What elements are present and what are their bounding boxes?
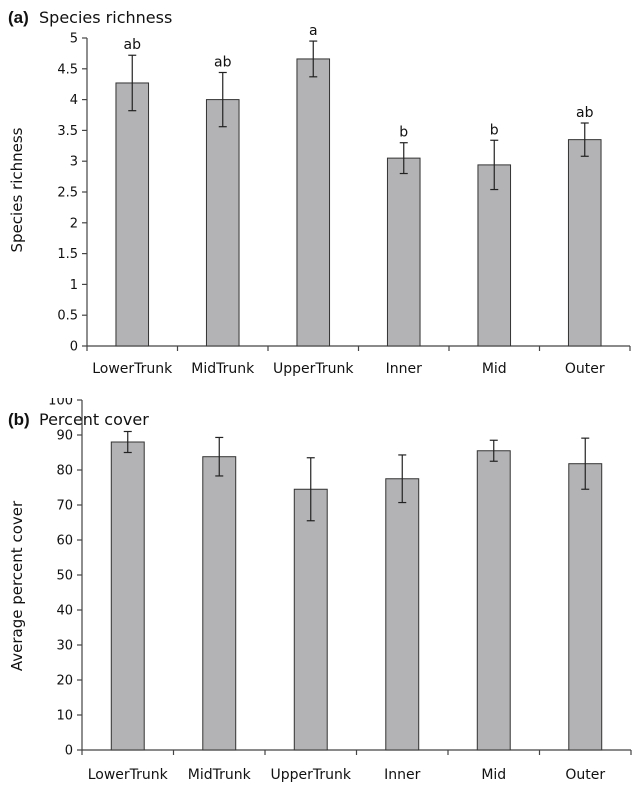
y-tick-label: 0.5 [57,309,78,324]
y-tick-label: 40 [56,604,73,619]
chart-title-b: Percent cover [39,410,149,429]
y-tick-label: 4 [70,93,78,108]
y-tick-label: 1 [70,278,78,293]
x-category-label: Inner [386,361,422,377]
bar-inner [385,478,420,751]
y-tick-label: 0 [65,744,73,759]
x-category-label: Inner [384,767,420,783]
y-tick-label: 1.5 [57,247,78,262]
significance-label: ab [214,54,232,70]
bar-midtrunk [202,456,237,751]
significance-label: b [490,122,499,138]
x-category-label: LowerTrunk [88,767,169,783]
x-category-label: Mid [481,767,506,783]
x-category-label: LowerTrunk [92,361,173,377]
x-category-label: MidTrunk [188,767,252,783]
y-tick-label: 70 [56,499,73,514]
bar-lowertrunk [115,82,150,347]
significance-label: b [399,125,408,141]
significance-label: ab [124,37,142,53]
y-tick-label: 2 [70,216,78,231]
panel-a-species-richness: (a) Species richness Species richness 0 0… [8,8,631,377]
y-tick-label: 10 [56,709,73,724]
y-tick-label: 3 [70,155,78,170]
chart-title-a: Species richness [39,8,172,27]
y-tick-label: 90 [56,429,73,444]
y-tick-label: 5 [70,32,78,47]
y-tick-label: 80 [56,464,73,479]
x-category-label: UpperTrunk [271,767,352,783]
y-tick-label: 30 [56,639,73,654]
panel-b-percent-cover: (b) Percent cover Average percent cover … [0,398,637,789]
x-category-label: MidTrunk [191,361,255,377]
y-tick-label: 20 [56,674,73,689]
bar-mid [477,164,512,347]
bar-uppertrunk [293,488,328,751]
x-category-label: Outer [565,361,605,377]
x-category-label: Outer [565,767,605,783]
y-axis-title-b: Average percent cover [8,500,26,671]
y-tick-label: 4.5 [57,62,78,77]
bar-uppertrunk [296,58,331,347]
x-category-label: UpperTrunk [273,361,354,377]
bar-outer [567,139,602,347]
significance-label: a [309,23,318,39]
y-axis-title-a: Species richness [8,127,26,252]
bar-outer [568,463,603,751]
y-tick-label: 2.5 [57,186,78,201]
y-tick-label: 60 [56,534,73,549]
bar-midtrunk [205,99,240,347]
y-tick-label: 0 [70,340,78,355]
y-tick-label: 3.5 [57,124,78,139]
species-richness-chart: (a) Species richness Species richness 0 0… [8,8,631,377]
bar-lowertrunk [110,441,145,751]
panel-tag-a: (a) [8,8,29,27]
panel-tag-b: (b) [8,410,30,429]
y-tick-label: 100 [48,398,73,409]
y-tick-label: 50 [56,569,73,584]
bar-mid [476,450,511,751]
significance-label: ab [576,105,594,121]
x-category-label: Mid [482,361,507,377]
percent-cover-chart: (b) Percent cover Average percent cover … [8,398,632,783]
bar-inner [386,157,421,347]
